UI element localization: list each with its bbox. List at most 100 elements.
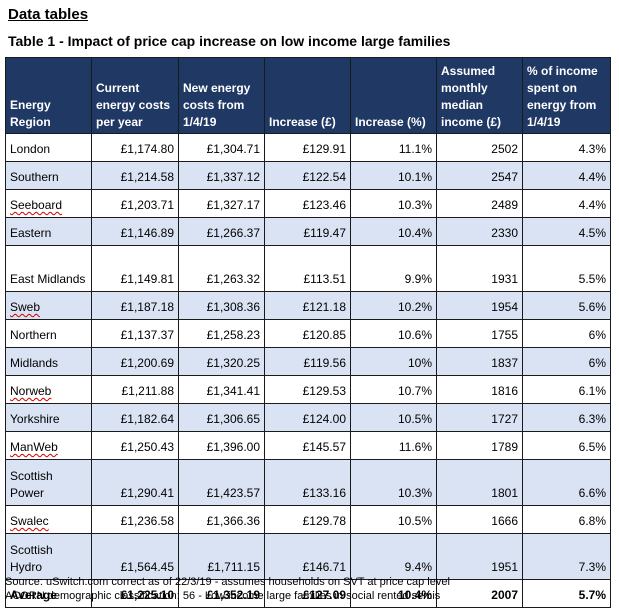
table-row: Seeboard £1,203.71 £1,327.17 £123.46 10.3% 24… bbox=[5, 189, 611, 218]
cell-percent-income: 4.3% bbox=[522, 133, 611, 162]
cell-percent-income: 6% bbox=[522, 347, 611, 376]
table-body: London £1,174.80 £1,304.71 £129.91 11.1% 2502… bbox=[5, 133, 611, 608]
cell-increase-pounds: £121.18 bbox=[264, 291, 351, 320]
cell-increase-percent: 9.9% bbox=[350, 245, 437, 292]
cell-region: Eastern bbox=[5, 217, 92, 246]
cell-current-costs: £1,182.64 bbox=[91, 403, 179, 432]
cell-median-income: 2330 bbox=[436, 217, 523, 246]
cell-increase-percent: 9.4% bbox=[350, 533, 437, 580]
price-cap-table: Energy Region Current energy costs per y… bbox=[5, 57, 611, 608]
cell-increase-percent: 10.1% bbox=[350, 161, 437, 190]
cell-median-income: 1931 bbox=[436, 245, 523, 292]
region-name: Norweb bbox=[10, 384, 52, 398]
cell-increase-pounds: £119.47 bbox=[264, 217, 351, 246]
table-row: Scottish Power £1,290.41 £1,423.57 £133.16 1… bbox=[5, 459, 611, 506]
cell-region: East Midlands bbox=[5, 245, 92, 292]
cell-current-costs: £1,149.81 bbox=[91, 245, 179, 292]
cell-region: Seeboard bbox=[5, 189, 92, 218]
average-row: Average £1,225.10 £1,352.19 £127.09 10.4% 200… bbox=[5, 579, 611, 608]
cell-current-costs: £1,200.69 bbox=[91, 347, 179, 376]
cell-increase-percent: 10.6% bbox=[350, 319, 437, 348]
region-name: Sweb bbox=[10, 300, 41, 314]
cell-increase-percent: 10.4% bbox=[350, 217, 437, 246]
cell-region: Scottish Power bbox=[5, 459, 92, 506]
cell-current-costs: £1,137.37 bbox=[91, 319, 179, 348]
cell-new-costs: £1,423.57 bbox=[178, 459, 265, 506]
cell-new-costs: £1,320.25 bbox=[178, 347, 265, 376]
cell-percent-income: 6.5% bbox=[522, 431, 611, 460]
cell-percent-income: 5.5% bbox=[522, 245, 611, 292]
cell-increase-pounds: £113.51 bbox=[264, 245, 351, 292]
cell-percent-income: 5.7% bbox=[522, 579, 611, 608]
footnote-source: Source: uSwitch.com correct as of 22/3/1… bbox=[5, 576, 450, 588]
cell-median-income: 1755 bbox=[436, 319, 523, 348]
cell-current-costs: £1,187.18 bbox=[91, 291, 179, 320]
cell-increase-pounds: £123.46 bbox=[264, 189, 351, 218]
cell-increase-pounds: £145.57 bbox=[264, 431, 351, 460]
cell-increase-percent: 10.2% bbox=[350, 291, 437, 320]
table-row: East Midlands £1,149.81 £1,263.32 £113.51 9.… bbox=[5, 245, 611, 292]
cell-current-costs: £1,250.43 bbox=[91, 431, 179, 460]
table-row: Northern £1,137.37 £1,258.23 £120.85 10.6% 17… bbox=[5, 319, 611, 348]
cell-increase-percent: 10.4% bbox=[350, 579, 437, 608]
column-header-region: Energy Region bbox=[5, 57, 92, 134]
cell-current-costs: £1,214.58 bbox=[91, 161, 179, 190]
cell-new-costs: £1,396.00 bbox=[178, 431, 265, 460]
cell-median-income: 1954 bbox=[436, 291, 523, 320]
table-row: Midlands £1,200.69 £1,320.25 £119.56 10% 1837… bbox=[5, 347, 611, 376]
table-title: Table 1 - Impact of price cap increase o… bbox=[8, 33, 451, 49]
cell-region: London bbox=[5, 133, 92, 162]
cell-new-costs: £1,341.41 bbox=[178, 375, 265, 404]
cell-increase-pounds: £122.54 bbox=[264, 161, 351, 190]
table-row: Yorkshire £1,182.64 £1,306.65 £124.00 10.5% 1… bbox=[5, 403, 611, 432]
cell-current-costs: £1,211.88 bbox=[91, 375, 179, 404]
region-name: Swalec bbox=[10, 514, 49, 528]
region-name: ManWeb bbox=[10, 440, 58, 454]
cell-increase-percent: 10% bbox=[350, 347, 437, 376]
cell-increase-pounds: £129.53 bbox=[264, 375, 351, 404]
cell-region: Northern bbox=[5, 319, 92, 348]
cell-current-costs: £1,174.80 bbox=[91, 133, 179, 162]
cell-region: Yorkshire bbox=[5, 403, 92, 432]
cell-region: Southern bbox=[5, 161, 92, 190]
table-row: ManWeb £1,250.43 £1,396.00 £145.57 11.6% 1789… bbox=[5, 431, 611, 460]
cell-increase-percent: 11.6% bbox=[350, 431, 437, 460]
table-row: Sweb £1,187.18 £1,308.36 £121.18 10.2% 1954 5.… bbox=[5, 291, 611, 320]
cell-increase-pounds: £129.91 bbox=[264, 133, 351, 162]
cell-new-costs: £1,327.17 bbox=[178, 189, 265, 218]
cell-current-costs: £1,146.89 bbox=[91, 217, 179, 246]
column-header-current-costs: Current energy costs per year bbox=[91, 57, 179, 134]
table-row: Scottish Hydro £1,564.45 £1,711.15 £146.71 9… bbox=[5, 533, 611, 580]
section-heading: Data tables bbox=[8, 6, 89, 23]
cell-region: ManWeb bbox=[5, 431, 92, 460]
cell-increase-percent: 10.3% bbox=[350, 459, 437, 506]
table-row: London £1,174.80 £1,304.71 £129.91 11.1% 2502… bbox=[5, 133, 611, 162]
cell-current-costs: £1,203.71 bbox=[91, 189, 179, 218]
cell-percent-income: 7.3% bbox=[522, 533, 611, 580]
cell-new-costs: £1,304.71 bbox=[178, 133, 265, 162]
cell-region: Average bbox=[5, 579, 92, 608]
cell-increase-pounds: £120.85 bbox=[264, 319, 351, 348]
region-name: Seeboard bbox=[10, 198, 63, 212]
cell-median-income: 1727 bbox=[436, 403, 523, 432]
cell-increase-pounds: £124.00 bbox=[264, 403, 351, 432]
cell-percent-income: 6.1% bbox=[522, 375, 611, 404]
cell-increase-percent: 10.5% bbox=[350, 505, 437, 534]
cell-median-income: 1666 bbox=[436, 505, 523, 534]
cell-percent-income: 4.4% bbox=[522, 161, 611, 190]
column-header-new-costs: New energy costs from 1/4/19 bbox=[178, 57, 265, 134]
table-row: Norweb £1,211.88 £1,341.41 £129.53 10.7% 1816… bbox=[5, 375, 611, 404]
cell-median-income: 1816 bbox=[436, 375, 523, 404]
cell-new-costs: £1,308.36 bbox=[178, 291, 265, 320]
cell-median-income: 2502 bbox=[436, 133, 523, 162]
table-row: Southern £1,214.58 £1,337.12 £122.54 10.1% 25… bbox=[5, 161, 611, 190]
cell-increase-percent: 10.3% bbox=[350, 189, 437, 218]
cell-new-costs: £1,306.65 bbox=[178, 403, 265, 432]
cell-new-costs: £1,258.23 bbox=[178, 319, 265, 348]
cell-increase-pounds: £133.16 bbox=[264, 459, 351, 506]
cell-median-income: 1837 bbox=[436, 347, 523, 376]
table-row: Swalec £1,236.58 £1,366.36 £129.78 10.5% 1666… bbox=[5, 505, 611, 534]
cell-percent-income: 6.8% bbox=[522, 505, 611, 534]
cell-increase-percent: 10.5% bbox=[350, 403, 437, 432]
cell-new-costs: £1,337.12 bbox=[178, 161, 265, 190]
